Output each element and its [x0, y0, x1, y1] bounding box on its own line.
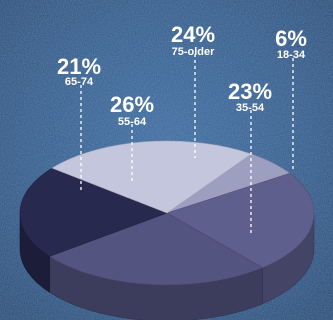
category-label-18-34: 18-34: [277, 49, 306, 61]
slice-65-74: [19, 167, 168, 257]
category-label-35-54: 35-54: [236, 102, 265, 114]
pie-slices: [19, 140, 315, 286]
value-label-35-54: 23%: [228, 79, 272, 104]
value-label-75-older: 24%: [171, 22, 215, 47]
data-labels: 6%18-34 23%35-54 26%55-64 21%65-74 24%75-old…: [57, 22, 307, 128]
value-label-55-64: 26%: [110, 92, 154, 117]
slice-55-64: [48, 212, 264, 286]
slice-35-54: [166, 173, 315, 269]
category-label-75-older: 75-older: [172, 46, 216, 58]
category-label-55-64: 55-64: [118, 116, 147, 128]
value-label-18-34: 6%: [275, 26, 307, 51]
leader-lines: [80, 54, 294, 234]
category-label-65-74: 65-74: [65, 76, 94, 88]
slice-75-older: [51, 140, 252, 214]
value-label-65-74: 21%: [57, 54, 101, 79]
